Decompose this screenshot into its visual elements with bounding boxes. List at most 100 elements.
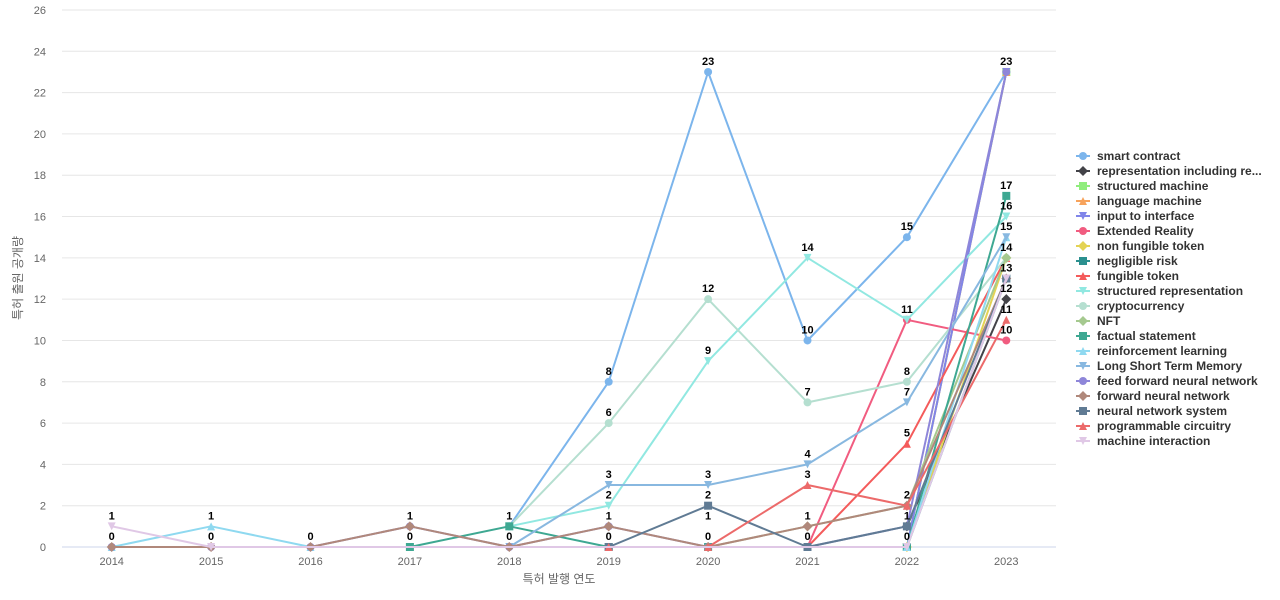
data-label: 1	[407, 510, 413, 522]
x-tick-label: 2019	[596, 556, 620, 568]
x-axis-title: 특허 발행 연도	[523, 571, 596, 586]
x-tick-label: 2018	[497, 556, 521, 568]
legend-item[interactable]: machine interaction	[1076, 434, 1210, 448]
legend-item[interactable]: Extended Reality	[1076, 224, 1194, 238]
data-label: 14	[801, 242, 814, 254]
legend-item[interactable]: representation including re...	[1076, 164, 1262, 178]
data-label: 1	[208, 510, 214, 522]
series-line	[111, 278, 1008, 548]
data-point	[704, 357, 713, 366]
legend-item[interactable]: structured representation	[1076, 284, 1243, 298]
legend-label: structured machine	[1097, 179, 1209, 193]
data-label: 1	[804, 510, 810, 522]
legend-label: input to interface	[1097, 209, 1195, 223]
legend-marker	[1079, 422, 1087, 430]
data-point	[1002, 212, 1011, 221]
data-label: 1	[705, 510, 711, 522]
series-layer	[106, 67, 1012, 552]
series-9	[505, 212, 1011, 531]
y-tick-label: 26	[34, 5, 46, 17]
y-tick-label: 16	[34, 212, 46, 224]
legend-label: factual statement	[1097, 329, 1196, 343]
data-label: 15	[1000, 221, 1012, 233]
data-label: 0	[109, 531, 115, 543]
legend-label: neural network system	[1097, 404, 1227, 418]
data-point	[902, 315, 911, 324]
y-tick-label: 20	[34, 129, 46, 141]
data-label: 2	[606, 490, 612, 502]
legend-label: smart contract	[1097, 149, 1180, 163]
legend-marker	[1079, 197, 1087, 205]
legend-label: cryptocurrency	[1097, 299, 1185, 313]
data-point	[704, 501, 713, 510]
data-label: 16	[1000, 201, 1012, 213]
y-tick-label: 22	[34, 88, 46, 100]
data-label: 7	[904, 386, 910, 398]
data-label: 10	[1000, 324, 1012, 336]
data-point	[902, 522, 911, 531]
series-15	[107, 67, 1011, 551]
data-point	[704, 67, 713, 76]
legend-item[interactable]: NFT	[1076, 314, 1121, 328]
legend-label: reinforcement learning	[1097, 344, 1227, 358]
data-label: 1	[506, 510, 512, 522]
legend-label: language machine	[1097, 194, 1202, 208]
x-tick-label: 2021	[795, 556, 819, 568]
y-tick-label: 18	[34, 170, 46, 182]
data-label: 2	[904, 490, 910, 502]
data-label: 11	[1000, 304, 1012, 316]
data-label: 9	[705, 345, 711, 357]
data-label: 12	[1000, 283, 1012, 295]
data-point	[106, 542, 117, 552]
data-label: 15	[901, 221, 913, 233]
legend-item[interactable]: non fungible token	[1076, 239, 1204, 253]
legend-item[interactable]: neural network system	[1076, 404, 1227, 418]
legend-item[interactable]: input to interface	[1076, 209, 1195, 223]
legend-marker	[1079, 287, 1087, 295]
y-axis-title: 특허 출원 공개량	[11, 236, 25, 320]
y-tick-label: 0	[40, 542, 46, 554]
y-tick-label: 8	[40, 377, 46, 389]
data-label: 1	[904, 510, 910, 522]
data-point	[704, 481, 713, 490]
legend-item[interactable]: forward neural network	[1076, 389, 1230, 403]
legend-item[interactable]: fungible token	[1076, 269, 1179, 283]
data-point	[803, 460, 812, 469]
legend-item[interactable]: Long Short Term Memory	[1076, 359, 1242, 373]
y-tick-label: 6	[40, 418, 46, 430]
x-tick-label: 2016	[298, 556, 322, 568]
legend-label: negligible risk	[1097, 254, 1178, 268]
data-label: 10	[801, 324, 813, 336]
data-label: 0	[804, 531, 810, 543]
data-point	[1002, 67, 1011, 76]
y-tick-label: 2	[40, 501, 46, 513]
y-tick-label: 12	[34, 294, 46, 306]
x-tick-label: 2015	[199, 556, 223, 568]
data-point	[107, 522, 116, 531]
legend-item[interactable]: programmable circuitry	[1076, 419, 1231, 433]
legend-marker	[1079, 152, 1087, 160]
data-label: 6	[606, 407, 612, 419]
data-point	[604, 419, 613, 428]
data-point	[207, 522, 216, 531]
series-line	[508, 236, 1008, 548]
data-label: 13	[1000, 263, 1012, 275]
legend-item[interactable]: cryptocurrency	[1076, 299, 1185, 313]
legend-item[interactable]: language machine	[1076, 194, 1202, 208]
x-tick-label: 2023	[994, 556, 1018, 568]
legend-item[interactable]: factual statement	[1076, 329, 1196, 343]
legend-item[interactable]: reinforcement learning	[1076, 344, 1227, 358]
series-line	[111, 278, 1008, 548]
legend-marker	[1079, 212, 1087, 220]
data-label: 2	[705, 490, 711, 502]
data-label: 1	[606, 510, 612, 522]
legend-item[interactable]: structured machine	[1076, 179, 1209, 193]
legend-item[interactable]: feed forward neural network	[1076, 374, 1258, 388]
legend-item[interactable]: negligible risk	[1076, 254, 1178, 268]
legend-item[interactable]: smart contract	[1076, 149, 1180, 163]
data-label: 17	[1000, 180, 1012, 192]
data-label: 12	[702, 283, 714, 295]
series-11	[703, 252, 1012, 552]
